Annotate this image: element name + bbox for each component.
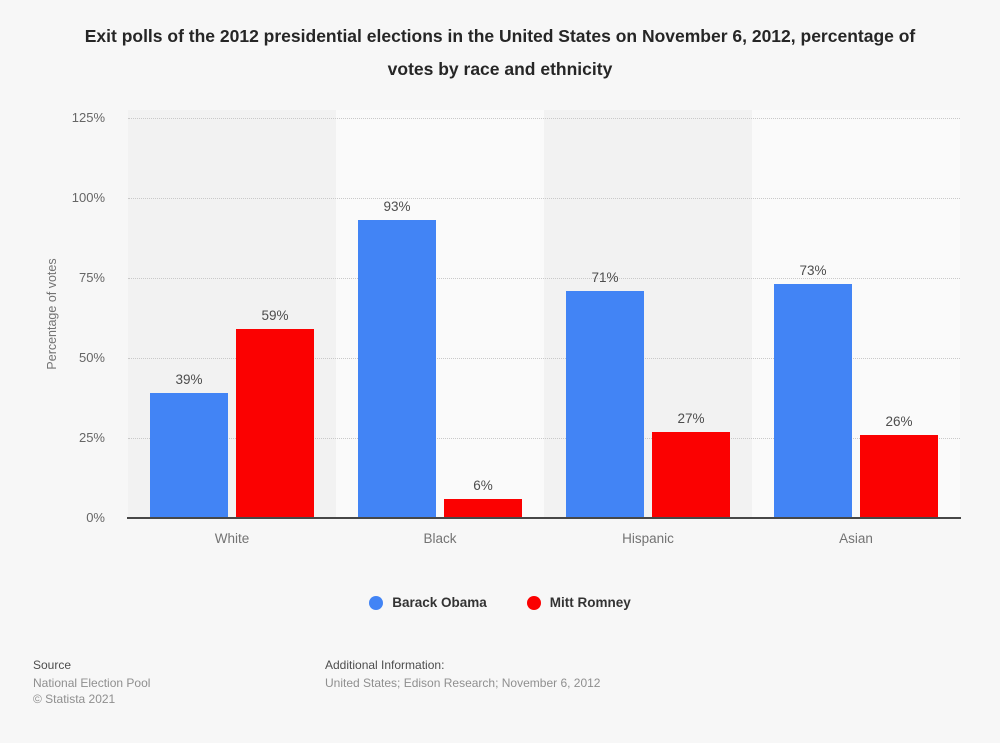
- x-category-label-white: White: [214, 531, 250, 546]
- y-tick-label-75: 75%: [78, 270, 105, 285]
- bar-value-label: 59%: [261, 308, 289, 324]
- additional-info-label: Additional Information:: [325, 658, 445, 672]
- gridline-50: [128, 358, 960, 359]
- footer-source-block: Source National Election Pool © Statista…: [33, 657, 150, 707]
- gridline-125: [128, 118, 960, 119]
- bar-barack-obama-black[interactable]: [358, 220, 436, 518]
- bar-value-label: 93%: [383, 199, 411, 215]
- gridline-100: [128, 198, 960, 199]
- gridline-25: [128, 438, 960, 439]
- copyright-notice: © Statista 2021: [33, 692, 116, 706]
- y-tick-label-100: 100%: [71, 190, 105, 205]
- y-tick-label-50: 50%: [78, 350, 105, 365]
- source-name: National Election Pool: [33, 676, 151, 690]
- y-tick-label-125: 125%: [71, 110, 105, 125]
- bar-value-label: 39%: [175, 372, 203, 388]
- chart-title: Exit polls of the 2012 presidential elec…: [84, 26, 916, 79]
- y-tick-label-25: 25%: [78, 430, 105, 445]
- bar-mitt-romney-black[interactable]: [444, 498, 522, 518]
- legend: Barack Obama Mitt Romney: [0, 595, 1000, 610]
- bar-value-label: 71%: [591, 269, 619, 285]
- legend-dot-icon: [369, 595, 384, 610]
- x-category-label-asian: Asian: [839, 531, 873, 546]
- x-axis-line: [127, 517, 961, 519]
- footer-additional-block: Additional Information: United States; E…: [325, 657, 600, 691]
- bar-value-label: 73%: [799, 263, 827, 279]
- legend-item-mitt-romney[interactable]: Mitt Romney: [526, 595, 631, 610]
- bar-value-label: 26%: [885, 413, 913, 429]
- bar-barack-obama-white[interactable]: [150, 393, 228, 518]
- x-category-label-black: Black: [423, 531, 457, 546]
- bar-mitt-romney-hispanic[interactable]: [652, 431, 730, 518]
- bar-value-label: 6%: [473, 477, 493, 493]
- gridline-75: [128, 278, 960, 279]
- bar-barack-obama-hispanic[interactable]: [566, 290, 644, 518]
- source-label: Source: [33, 658, 72, 672]
- bar-mitt-romney-asian[interactable]: [860, 434, 938, 518]
- legend-label: Barack Obama: [392, 595, 487, 610]
- legend-dot-icon: [526, 595, 541, 610]
- bar-mitt-romney-white[interactable]: [236, 329, 314, 518]
- legend-item-barack-obama[interactable]: Barack Obama: [369, 595, 487, 610]
- bar-barack-obama-asian[interactable]: [774, 284, 852, 518]
- bar-value-label: 27%: [677, 410, 705, 426]
- legend-label: Mitt Romney: [549, 595, 631, 610]
- additional-info-text: United States; Edison Research; November…: [325, 676, 601, 690]
- y-tick-label-0: 0%: [86, 510, 105, 525]
- x-category-label-hispanic: Hispanic: [622, 531, 674, 546]
